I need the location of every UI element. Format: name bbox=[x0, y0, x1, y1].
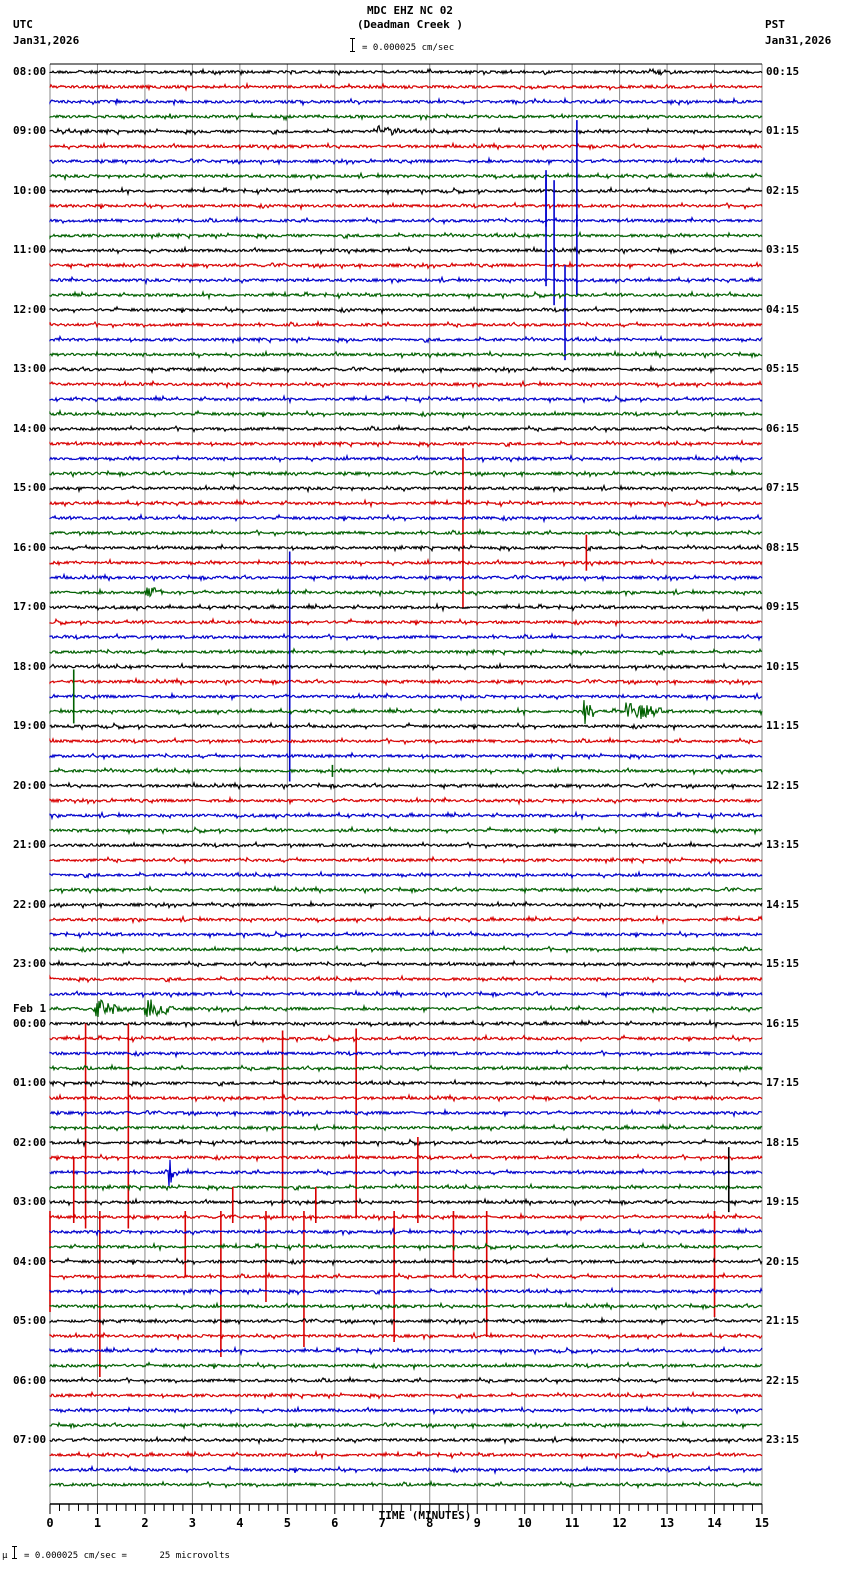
footer-mu: μ bbox=[2, 1551, 8, 1561]
pst-hour-label: 06:15 bbox=[766, 421, 800, 435]
svg-text:13: 13 bbox=[660, 1516, 674, 1530]
pst-hour-label: 04:15 bbox=[766, 302, 800, 316]
utc-hour-label: 09:00 bbox=[13, 124, 47, 138]
svg-text:5: 5 bbox=[284, 1516, 291, 1530]
pst-hour-label: 16:15 bbox=[766, 1016, 800, 1030]
pst-hour-label: 12:15 bbox=[766, 778, 800, 792]
pst-hour-label: 23:15 bbox=[766, 1433, 800, 1447]
utc-hour-label: 03:00 bbox=[13, 1195, 47, 1209]
pst-hour-label: 13:15 bbox=[766, 838, 800, 852]
date-change-label: Feb 1 bbox=[13, 1001, 47, 1015]
utc-hour-label: 17:00 bbox=[13, 600, 47, 614]
scale-label: = 0.000025 cm/sec bbox=[362, 43, 455, 53]
pst-hour-label: 19:15 bbox=[766, 1195, 800, 1209]
pst-hour-label: 15:15 bbox=[766, 957, 800, 971]
utc-hour-label: 04:00 bbox=[13, 1254, 47, 1268]
pst-hour-label: 22:15 bbox=[766, 1373, 800, 1387]
station-code: MDC EHZ NC 02 bbox=[366, 4, 454, 17]
footer-scale-label: = 0.000025 cm/sec = 25 microvolts bbox=[24, 1551, 230, 1561]
pst-hour-label: 11:15 bbox=[766, 719, 800, 733]
utc-hour-label: 19:00 bbox=[13, 719, 47, 733]
utc-hour-label: 11:00 bbox=[13, 243, 47, 257]
svg-text:7: 7 bbox=[379, 1516, 386, 1530]
utc-hour-label: 13:00 bbox=[13, 362, 47, 376]
utc-hour-label: 02:00 bbox=[13, 1135, 47, 1149]
pst-hour-label: 08:15 bbox=[766, 540, 800, 554]
svg-text:2: 2 bbox=[141, 1516, 148, 1530]
right-date: Jan31,2026 bbox=[765, 34, 832, 47]
pst-hour-label: 14:15 bbox=[766, 897, 800, 911]
station-name: (Deadman Creek ) bbox=[357, 18, 463, 31]
utc-hour-label: 14:00 bbox=[13, 421, 47, 435]
svg-text:4: 4 bbox=[236, 1516, 243, 1530]
svg-text:3: 3 bbox=[189, 1516, 196, 1530]
utc-hour-label: 20:00 bbox=[13, 778, 47, 792]
svg-text:0: 0 bbox=[46, 1516, 53, 1530]
utc-hour-label: 10:00 bbox=[13, 183, 47, 197]
utc-hour-label: 12:00 bbox=[13, 302, 47, 316]
pst-hour-label: 03:15 bbox=[766, 243, 800, 257]
pst-hour-label: 05:15 bbox=[766, 362, 800, 376]
utc-hour-label: 16:00 bbox=[13, 540, 47, 554]
svg-text:14: 14 bbox=[707, 1516, 721, 1530]
pst-hour-label: 09:15 bbox=[766, 600, 800, 614]
pst-hour-label: 00:15 bbox=[766, 65, 800, 78]
utc-hour-label: 15:00 bbox=[13, 481, 47, 495]
utc-hour-label: 00:00 bbox=[13, 1016, 47, 1030]
svg-text:8: 8 bbox=[426, 1516, 433, 1530]
pst-hour-label: 17:15 bbox=[766, 1076, 800, 1090]
svg-text:11: 11 bbox=[565, 1516, 579, 1530]
svg-text:12: 12 bbox=[612, 1516, 626, 1530]
utc-hour-label: 06:00 bbox=[13, 1373, 47, 1387]
pst-hour-label: 21:15 bbox=[766, 1314, 800, 1328]
svg-text:1: 1 bbox=[94, 1516, 101, 1530]
scale-bar-icon bbox=[350, 38, 355, 52]
pst-hour-label: 10:15 bbox=[766, 659, 800, 673]
utc-hour-label: 05:00 bbox=[13, 1314, 47, 1328]
x-axis-label: TIME (MINUTES) bbox=[378, 1509, 472, 1522]
left-date: Jan31,2026 bbox=[13, 34, 80, 47]
utc-hour-label: 07:00 bbox=[13, 1433, 47, 1447]
svg-text:6: 6 bbox=[331, 1516, 338, 1530]
utc-hour-label: 23:00 bbox=[13, 957, 47, 971]
pst-hour-label: 20:15 bbox=[766, 1254, 800, 1268]
utc-hour-label: 22:00 bbox=[13, 897, 47, 911]
utc-hour-label: 08:00 bbox=[13, 65, 47, 78]
utc-hour-label: 18:00 bbox=[13, 659, 47, 673]
pst-hour-label: 07:15 bbox=[766, 481, 800, 495]
left-timezone: UTC bbox=[13, 18, 33, 31]
right-timezone: PST bbox=[765, 18, 785, 31]
utc-hour-label: 01:00 bbox=[13, 1076, 47, 1090]
pst-hour-label: 01:15 bbox=[766, 124, 800, 138]
svg-text:10: 10 bbox=[517, 1516, 531, 1530]
utc-hour-label: 21:00 bbox=[13, 838, 47, 852]
svg-text:9: 9 bbox=[474, 1516, 481, 1530]
footer-scale-bar-icon bbox=[12, 1546, 17, 1559]
svg-text:15: 15 bbox=[755, 1516, 769, 1530]
pst-hour-label: 18:15 bbox=[766, 1135, 800, 1149]
pst-hour-label: 02:15 bbox=[766, 183, 800, 197]
